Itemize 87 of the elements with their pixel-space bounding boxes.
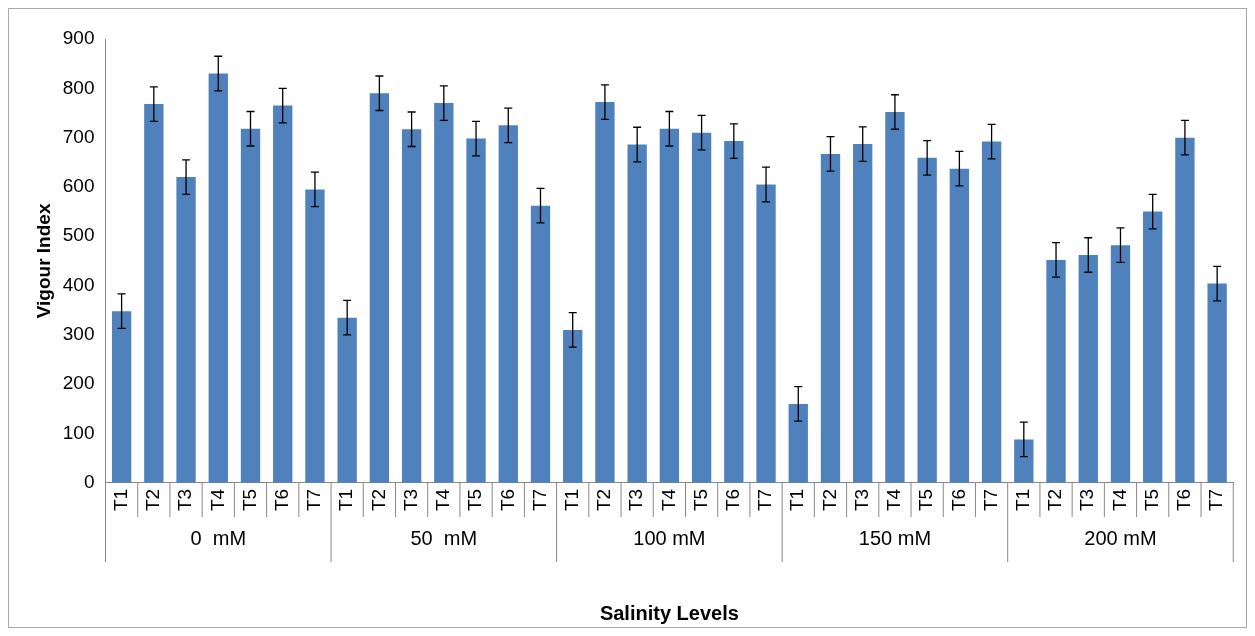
bar [820, 153, 841, 483]
x-tick-label: T1 [786, 488, 808, 512]
x-tick-label: T2 [1044, 488, 1066, 512]
x-tick-label: T3 [850, 488, 872, 512]
bar [1078, 255, 1098, 483]
bar [1014, 439, 1034, 483]
text: 200 mM [1084, 526, 1157, 549]
x-tick-label: T7 [303, 488, 325, 512]
x-tick-label: T2 [818, 488, 840, 512]
y-tick-label: 700 [62, 125, 95, 147]
bar [627, 144, 647, 483]
bar [595, 102, 615, 483]
x-tick-label: T7 [1205, 488, 1227, 512]
y-axis-title: Vigour Index [32, 203, 54, 319]
x-tick-label: T6 [947, 488, 969, 512]
y-tick-label: 800 [62, 76, 95, 98]
x-tick-label: T6 [1173, 488, 1195, 512]
x-tick-label: T4 [657, 488, 679, 512]
bar [240, 128, 261, 483]
bar [337, 317, 357, 483]
bar [1143, 211, 1163, 483]
x-axis-title: Salinity Levels [599, 601, 739, 624]
text: 150 mM [858, 526, 932, 549]
bar [981, 141, 1002, 483]
y-tick-label: 900 [62, 27, 95, 49]
bar [176, 177, 196, 483]
x-tick-label: T1 [560, 488, 582, 512]
x-tick-label: T5 [915, 488, 937, 512]
x-tick-label: T4 [432, 488, 454, 512]
bar [563, 329, 583, 483]
x-tick-label: T4 [883, 488, 905, 512]
x-tick-label: T6 [496, 488, 518, 512]
bar [434, 103, 454, 483]
y-tick-label: 400 [62, 273, 95, 295]
y-tick-label: 100 [62, 421, 95, 443]
y-tick-label: 500 [62, 224, 95, 246]
bar [756, 184, 776, 483]
bar [1175, 137, 1195, 483]
bar [466, 138, 486, 483]
x-tick-label: T5 [1140, 488, 1162, 512]
bar [208, 73, 228, 483]
x-tick-label: T5 [689, 488, 711, 512]
bar [401, 129, 422, 483]
x-tick-label: T6 [270, 488, 292, 512]
bar [917, 157, 937, 483]
x-tick-label: T7 [979, 488, 1001, 512]
x-tick-label: T3 [174, 488, 196, 512]
bar [144, 104, 164, 483]
x-tick-label: T4 [206, 488, 228, 512]
text: 50 mM [410, 526, 478, 549]
bar [1207, 283, 1227, 483]
x-tick-label: T3 [1076, 488, 1098, 512]
bar [788, 403, 808, 483]
text: 0 mM [190, 526, 247, 549]
bar [724, 141, 744, 483]
y-tick-label: 0 [83, 471, 95, 493]
x-tick-label: T1 [335, 488, 357, 512]
bar [1110, 245, 1131, 483]
bar [853, 144, 873, 483]
bar [498, 125, 518, 483]
x-tick-label: T5 [464, 488, 486, 512]
x-tick-label: T1 [109, 488, 131, 512]
x-tick-label: T3 [399, 488, 421, 512]
bar [305, 189, 325, 483]
text: 100 mM [633, 526, 706, 549]
x-tick-label: T3 [625, 488, 647, 512]
x-tick-label: T4 [1108, 488, 1130, 512]
y-tick-label: 200 [62, 372, 95, 394]
x-tick-label: T6 [722, 488, 744, 512]
bar [949, 168, 970, 483]
bar [1046, 259, 1066, 483]
x-tick-label: T5 [238, 488, 260, 512]
bar [369, 93, 390, 483]
bar [885, 111, 905, 483]
x-tick-label: T2 [142, 488, 164, 512]
y-tick-label: 300 [62, 323, 95, 345]
x-tick-label: T7 [754, 488, 776, 512]
bar [530, 205, 551, 483]
x-tick-label: T2 [593, 488, 615, 512]
bar [691, 132, 712, 483]
x-tick-label: T7 [528, 488, 550, 512]
bar [659, 128, 680, 483]
x-tick-label: T2 [367, 488, 389, 512]
x-tick-label: T1 [1012, 488, 1034, 512]
bar [111, 311, 132, 483]
bar [273, 105, 293, 483]
y-tick-label: 600 [62, 175, 95, 197]
